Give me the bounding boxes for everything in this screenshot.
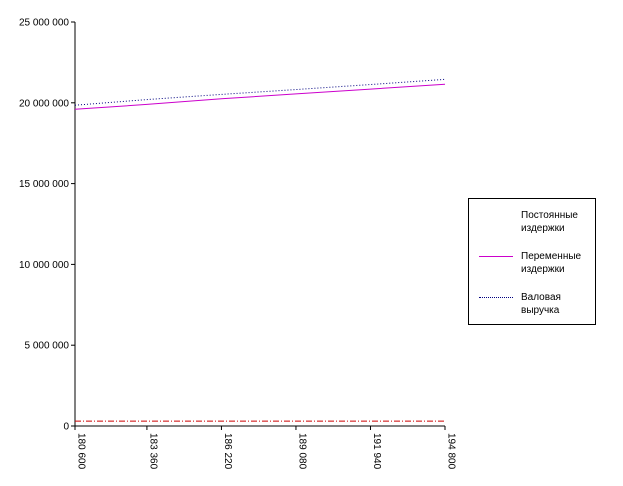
x-tick-label: 180 600 — [76, 433, 87, 470]
legend-item-variable-costs: Переменные издержки — [469, 248, 595, 288]
x-axis-ticks: 180 600 183 360 186 220 189 080 191 940 194 8… — [74, 426, 457, 470]
legend-label-line2: издержки — [521, 223, 565, 234]
series-line-2 — [74, 78, 446, 106]
legend-label-line2: издержки — [521, 264, 565, 275]
y-tick-label: 0 — [63, 422, 69, 433]
x-tick-label: 186 220 — [222, 433, 233, 470]
y-tick-label: 15 000 000 — [19, 179, 69, 190]
series-lines — [74, 78, 446, 422]
x-tick-label: 191 940 — [371, 433, 382, 470]
legend-item-fixed-costs: Постоянные издержки — [469, 207, 595, 247]
x-tick-label: 183 360 — [147, 433, 158, 470]
series-line-1 — [74, 83, 446, 110]
legend-label-line1: Постоянные — [521, 210, 578, 221]
legend-swatch-variable-costs — [479, 256, 513, 257]
legend-label-line1: Переменные — [521, 251, 582, 262]
legend-swatch-fixed-costs — [479, 224, 513, 225]
y-tick-label: 5 000 000 — [25, 341, 70, 352]
x-tick-label: 189 080 — [296, 433, 307, 470]
axes — [74, 22, 445, 427]
legend-swatch-gross-revenue — [479, 297, 513, 298]
y-axis-ticks: 0 5 000 000 10 000 000 15 000 000 20 000 000… — [19, 18, 75, 433]
x-tick-label: 194 800 — [446, 433, 457, 470]
y-tick-label: 25 000 000 — [19, 18, 69, 29]
legend-item-gross-revenue: Валовая выручка — [469, 289, 595, 329]
legend-label-line1: Валовая — [521, 292, 561, 303]
legend-label-line2: выручка — [521, 305, 560, 316]
y-tick-label: 20 000 000 — [19, 98, 69, 109]
y-tick-label: 10 000 000 — [19, 260, 69, 271]
legend: Постоянные издержки Переменные издержки … — [468, 198, 596, 325]
